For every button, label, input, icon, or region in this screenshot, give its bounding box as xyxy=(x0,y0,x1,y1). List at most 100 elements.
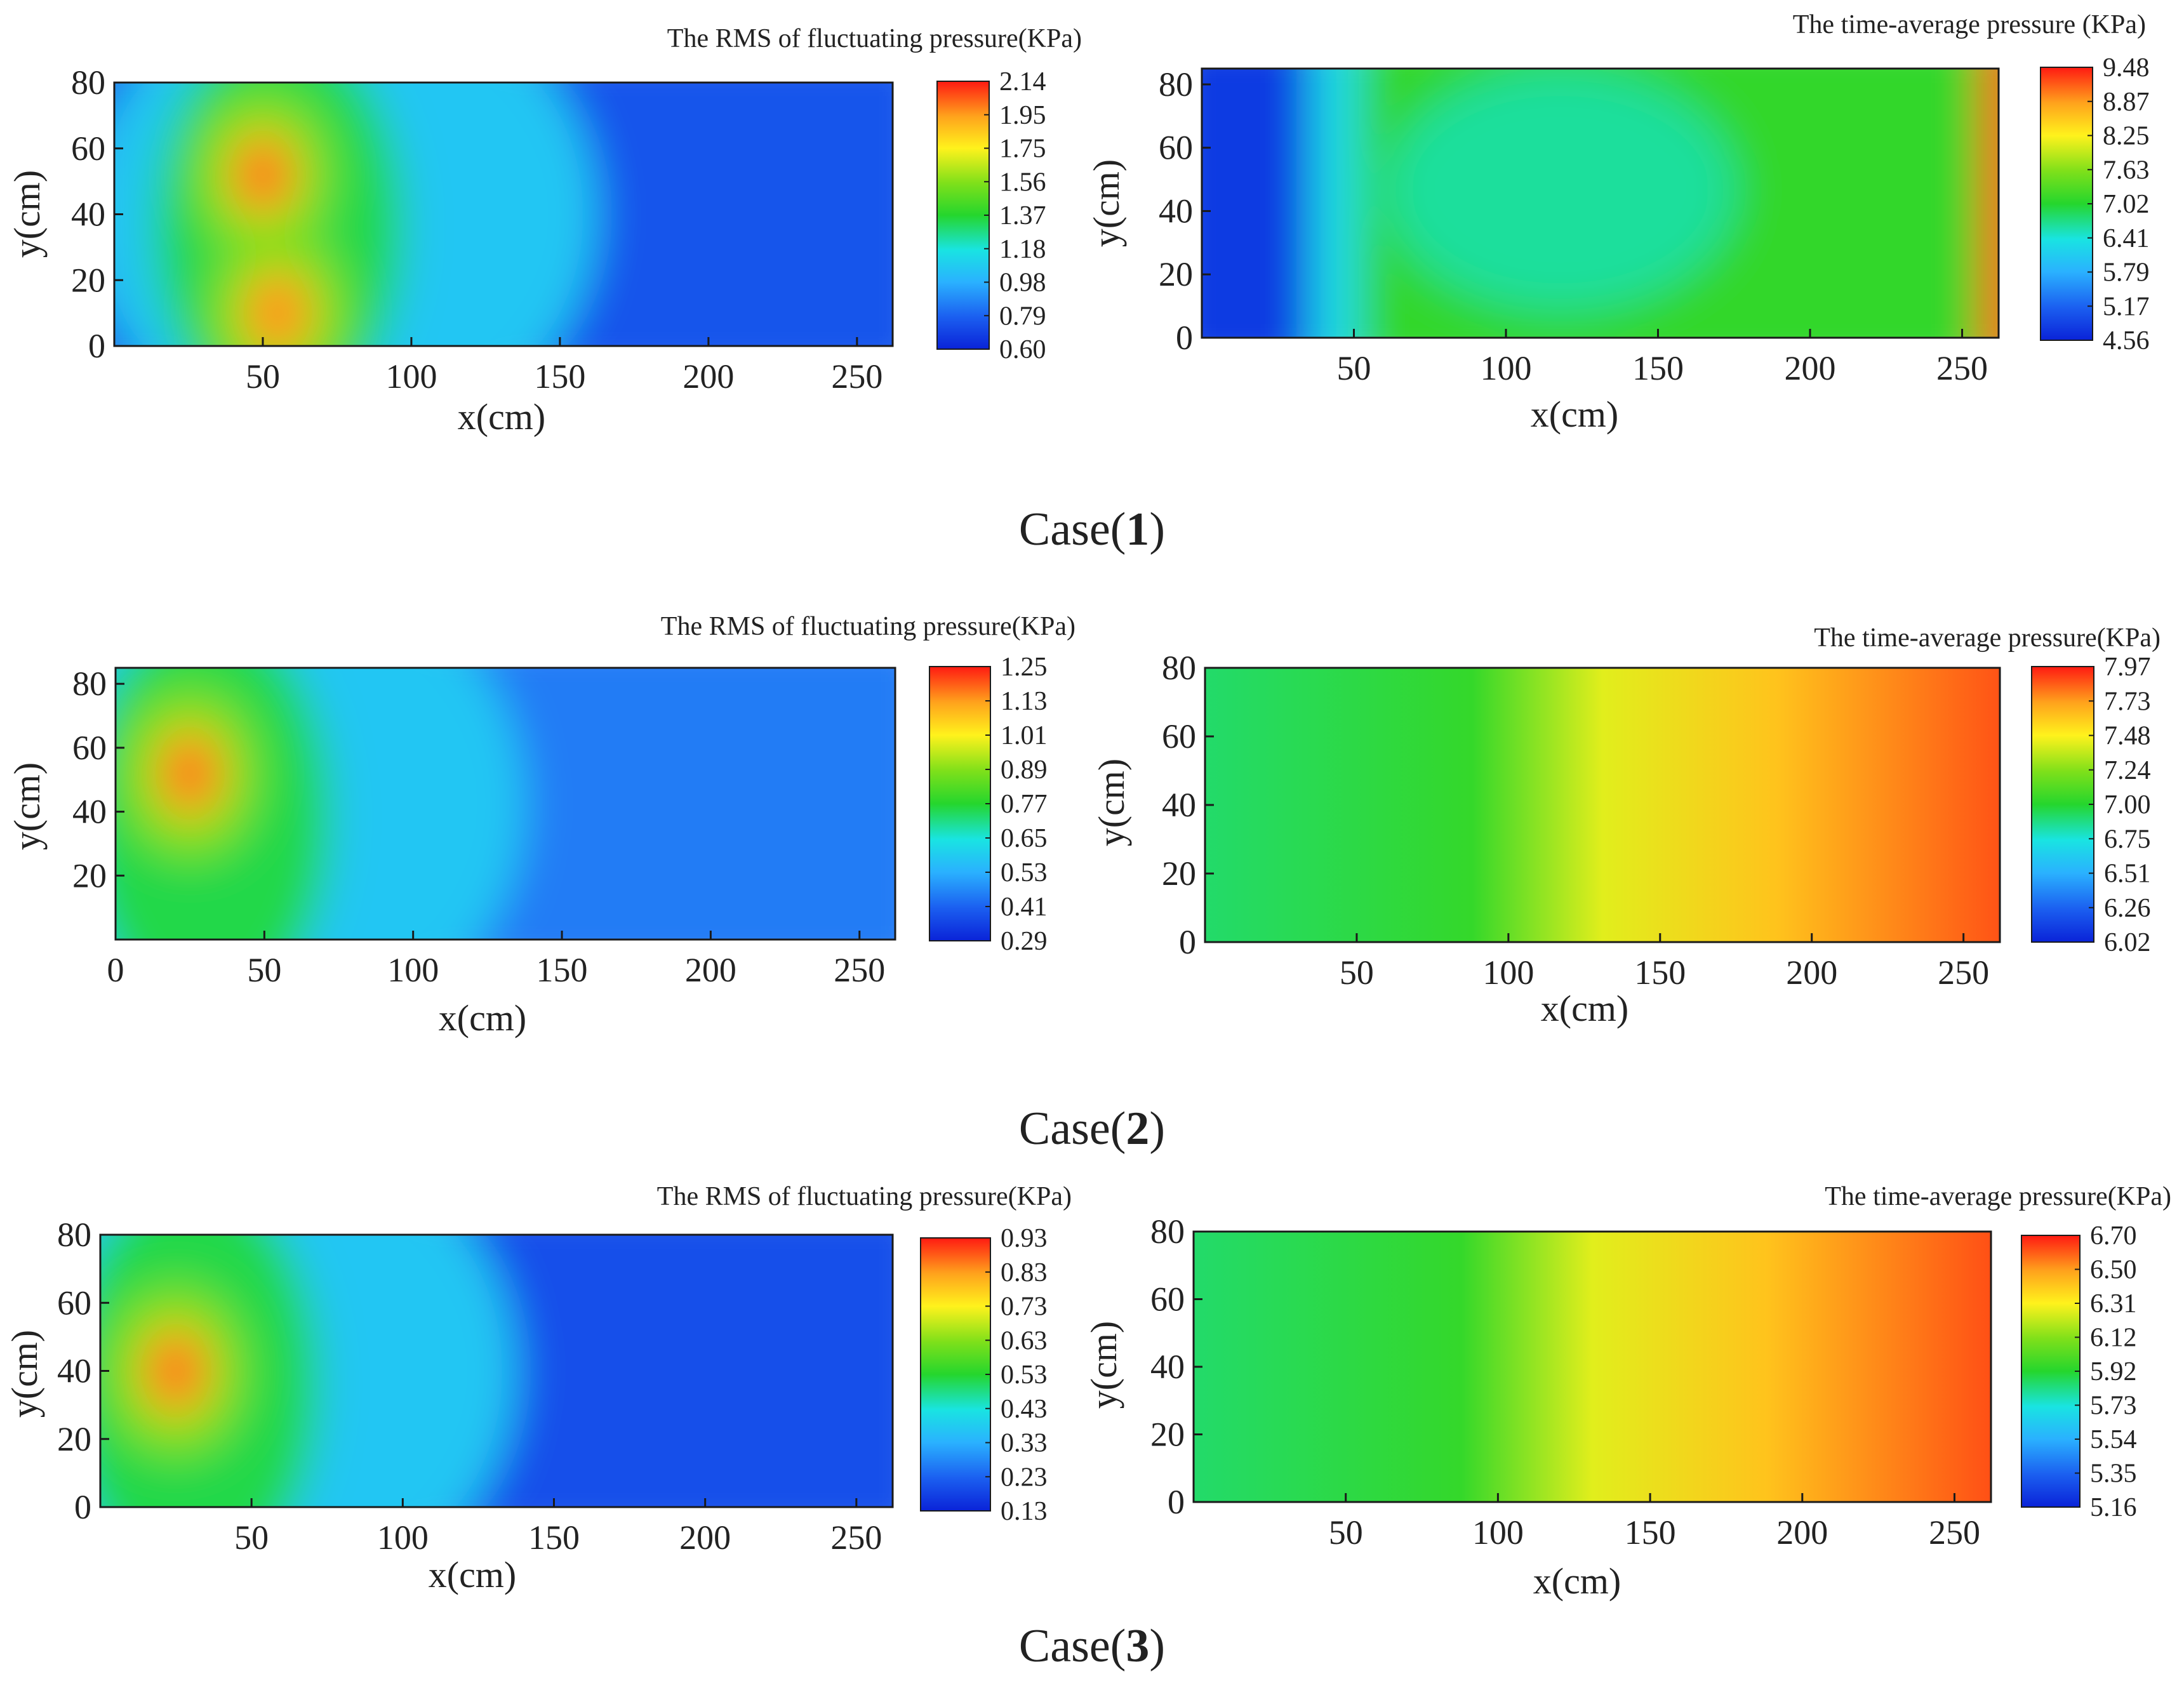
colorbar-label: 5.79 xyxy=(2103,258,2150,288)
y-tick-label: 60 xyxy=(1159,129,1193,167)
chart-title: The time-average pressure(KPa) xyxy=(1825,1182,2171,1211)
y-tick-label: 60 xyxy=(1162,717,1196,755)
x-tick-label: 50 xyxy=(247,951,281,989)
colorbar-label: 6.51 xyxy=(2104,860,2151,889)
y-tick-label: 80 xyxy=(71,63,105,102)
colorbar-label: 1.37 xyxy=(999,201,1046,230)
heatmap-field xyxy=(1205,668,2000,942)
y-axis-label: y(cm) xyxy=(4,1330,45,1418)
chart-title: The RMS of fluctuating pressure(KPa) xyxy=(667,24,1082,53)
x-tick-label: 250 xyxy=(830,1519,882,1557)
x-tick-label: 150 xyxy=(536,951,588,989)
y-tick-label: 60 xyxy=(71,130,105,168)
y-tick-label: 80 xyxy=(1159,65,1193,103)
x-axis-label: x(cm) xyxy=(1531,394,1619,435)
colorbar-label: 4.56 xyxy=(2103,326,2150,356)
x-tick-label: 150 xyxy=(1625,1513,1676,1552)
colorbar-label: 7.02 xyxy=(2103,190,2150,219)
y-tick-label: 20 xyxy=(72,856,107,894)
colorbar-label: 0.65 xyxy=(1001,824,1048,853)
case-1-label: Case(1) xyxy=(1019,503,1165,555)
y-tick-label: 40 xyxy=(1150,1348,1185,1386)
y-tick-label: 40 xyxy=(71,196,105,234)
x-tick-label: 150 xyxy=(528,1519,580,1557)
colorbar-label: 0.23 xyxy=(1001,1463,1048,1492)
plot-frame xyxy=(1201,67,2000,339)
heatmap-field xyxy=(100,1235,893,1507)
y-tick-label: 0 xyxy=(74,1488,91,1526)
colorbar-label: 6.70 xyxy=(2090,1221,2137,1251)
colorbar xyxy=(2031,666,2094,943)
colorbar-label: 0.29 xyxy=(1001,927,1048,956)
x-tick-label: 100 xyxy=(1472,1513,1524,1552)
chart-title: The time-average pressure (KPa) xyxy=(1793,10,2146,39)
heatmap-field xyxy=(114,83,893,346)
case-3-label: Case(3) xyxy=(1019,1620,1165,1672)
colorbar-label: 6.02 xyxy=(2104,928,2151,957)
x-tick-label: 50 xyxy=(246,357,280,395)
x-tick-label: 0 xyxy=(107,951,124,989)
colorbar-label: 6.41 xyxy=(2103,224,2150,253)
colorbar-label: 0.60 xyxy=(999,335,1046,364)
x-tick-label: 250 xyxy=(1936,349,1988,387)
colorbar-label: 7.48 xyxy=(2104,722,2151,751)
colorbar-label: 0.77 xyxy=(1001,790,1048,819)
y-tick-label: 20 xyxy=(1159,255,1193,293)
colorbar-label: 5.17 xyxy=(2103,292,2150,321)
case-2-label: Case(2) xyxy=(1019,1103,1165,1155)
y-tick-label: 0 xyxy=(88,327,105,365)
colorbar-label: 7.24 xyxy=(2104,756,2151,785)
x-tick-label: 150 xyxy=(1634,954,1686,992)
x-axis-label: x(cm) xyxy=(429,1554,517,1595)
y-tick-label: 40 xyxy=(57,1352,91,1390)
colorbar xyxy=(2040,67,2093,341)
colorbar-label: 1.95 xyxy=(999,101,1046,130)
x-tick-label: 250 xyxy=(834,951,885,989)
x-tick-label: 150 xyxy=(534,357,585,395)
colorbar-label: 5.54 xyxy=(2090,1425,2137,1454)
colorbar-label: 0.41 xyxy=(1001,893,1048,922)
x-tick-label: 100 xyxy=(387,951,439,989)
colorbar-label: 7.97 xyxy=(2104,653,2151,682)
x-tick-label: 50 xyxy=(1329,1513,1363,1552)
colorbar-label: 7.00 xyxy=(2104,790,2151,820)
colorbar-label: 0.83 xyxy=(1001,1258,1048,1287)
y-axis-label: y(cm) xyxy=(1091,759,1132,847)
colorbar-label: 0.98 xyxy=(999,269,1046,298)
colorbar-label: 1.75 xyxy=(999,135,1046,164)
x-tick-label: 200 xyxy=(1786,954,1837,992)
y-tick-label: 20 xyxy=(1162,854,1196,893)
colorbar-label: 7.63 xyxy=(2103,156,2150,185)
y-tick-label: 60 xyxy=(57,1284,91,1322)
colorbar-label: 0.53 xyxy=(1001,1360,1048,1390)
colorbar xyxy=(936,81,990,350)
colorbar-label: 5.35 xyxy=(2090,1459,2137,1489)
colorbar-label: 2.14 xyxy=(999,67,1046,96)
colorbar-label: 0.43 xyxy=(1001,1395,1048,1424)
y-tick-label: 80 xyxy=(57,1216,91,1254)
colorbar-label: 8.25 xyxy=(2103,122,2150,151)
y-axis-label: y(cm) xyxy=(6,170,48,258)
colorbar-label: 5.92 xyxy=(2090,1357,2137,1386)
colorbar-label: 0.63 xyxy=(1001,1326,1048,1355)
colorbar-label: 0.13 xyxy=(1001,1497,1048,1526)
x-tick-label: 100 xyxy=(1482,954,1534,992)
colorbar-label: 1.56 xyxy=(999,168,1046,197)
x-axis-label: x(cm) xyxy=(1533,1560,1621,1602)
x-tick-label: 100 xyxy=(1481,349,1532,387)
y-tick-label: 60 xyxy=(1150,1280,1185,1319)
y-tick-label: 20 xyxy=(71,261,105,299)
y-tick-label: 0 xyxy=(1179,923,1196,961)
x-tick-label: 200 xyxy=(679,1519,731,1557)
x-tick-label: 50 xyxy=(1337,349,1371,387)
x-tick-label: 200 xyxy=(685,951,736,989)
x-tick-label: 200 xyxy=(1776,1513,1828,1552)
heatmap-field xyxy=(1194,1232,1991,1502)
y-axis-label: y(cm) xyxy=(6,762,48,851)
colorbar-label: 0.79 xyxy=(999,302,1046,331)
colorbar-label: 5.73 xyxy=(2090,1392,2137,1421)
x-tick-label: 250 xyxy=(1929,1513,1980,1552)
heatmap-field xyxy=(1202,69,1999,338)
colorbar-label: 7.73 xyxy=(2104,687,2151,716)
y-tick-label: 40 xyxy=(1159,192,1193,230)
